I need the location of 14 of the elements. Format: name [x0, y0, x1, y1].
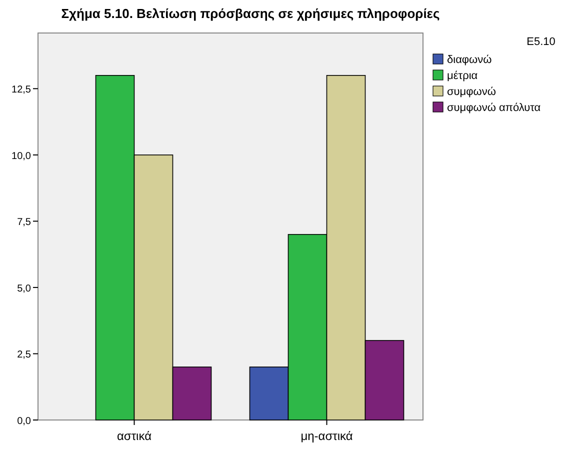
legend-title: E5.10	[526, 36, 556, 48]
legend-label: διαφωνώ	[447, 54, 492, 66]
chart-title: Σχήμα 5.10. Βελτίωση πρόσβασης σε χρήσιμες πληροφορίες	[61, 6, 440, 21]
y-tick-label: 10,0	[12, 150, 32, 162]
y-tick-label: 12,5	[12, 84, 32, 96]
legend-label: συμφωνώ	[447, 86, 496, 98]
legend-label: συμφωνώ απόλυτα	[447, 102, 542, 114]
x-tick-label: μη-αστικά	[300, 429, 353, 443]
legend-label: μέτρια	[447, 70, 478, 82]
y-tick-label: 7,5	[17, 217, 32, 228]
x-tick-label: αστικά	[116, 429, 152, 443]
y-tick-label: 2,5	[17, 350, 32, 361]
y-tick-label: 5,0	[17, 283, 32, 294]
y-tick-label: 0,0	[17, 416, 32, 427]
